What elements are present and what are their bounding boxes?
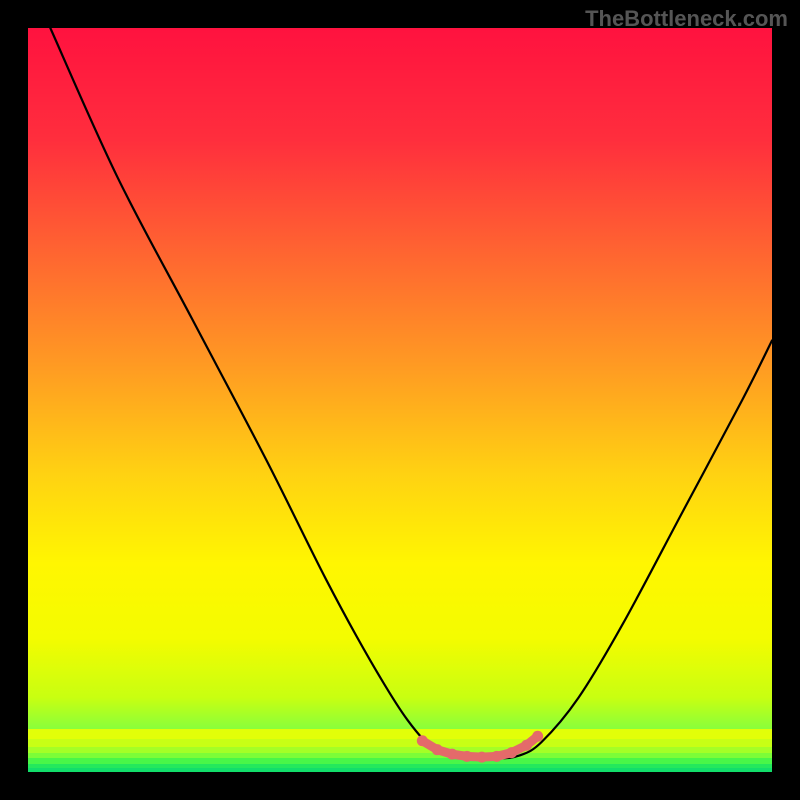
- watermark-text: TheBottleneck.com: [585, 6, 788, 32]
- chart-frame: TheBottleneck.com: [0, 0, 800, 800]
- bottleneck-chart: [0, 0, 800, 800]
